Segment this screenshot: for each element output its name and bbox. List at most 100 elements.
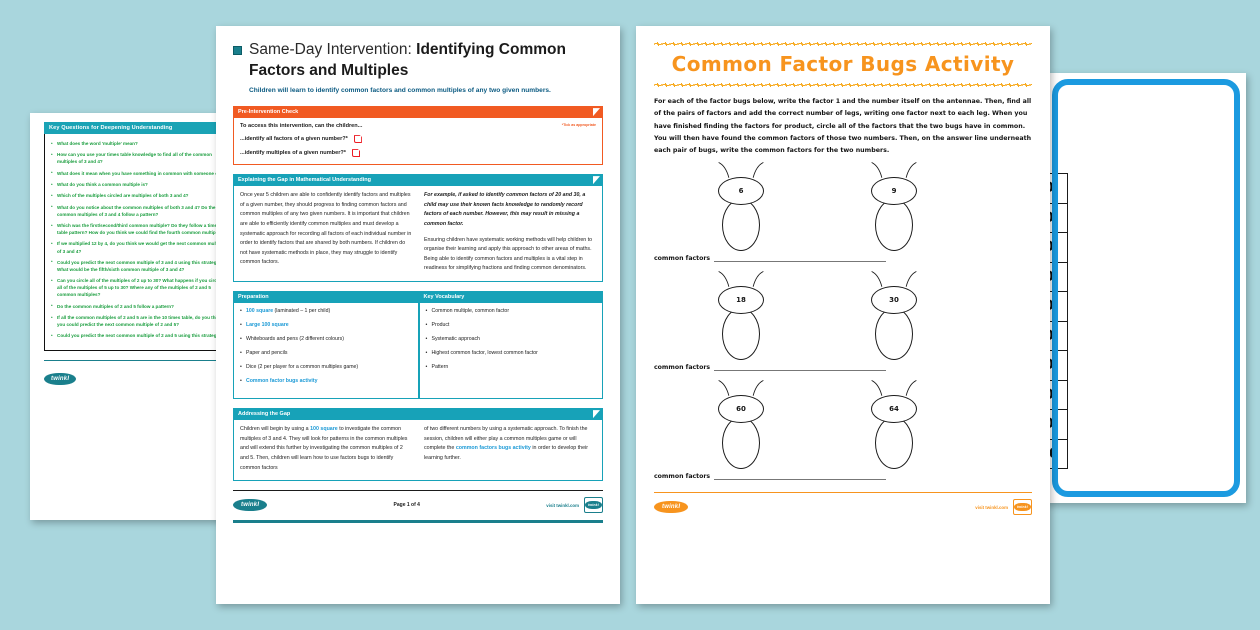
- preparation-header: Preparation: [233, 291, 418, 304]
- answer-rule[interactable]: [714, 364, 887, 372]
- key-question-item: What does the word 'multiple' mean?: [51, 139, 228, 147]
- antenna-right-icon: [901, 379, 918, 397]
- preparation-item[interactable]: Large 100 square: [240, 322, 413, 330]
- page-number: Page 1 of 4: [393, 502, 420, 509]
- explaining-gap-left-paragraph: Once year 5 children are able to confide…: [240, 192, 412, 266]
- factor-bug[interactable]: 30: [865, 270, 923, 362]
- vocabulary-header: Key Vocabulary: [418, 291, 603, 304]
- preparation-item[interactable]: 100 square (laminated – 1 per child): [240, 308, 413, 316]
- antenna-left-icon: [870, 161, 887, 179]
- twinkl-logo: twinkl: [233, 499, 268, 512]
- key-question-item: Could you predict the next common multip…: [51, 258, 228, 273]
- answer-rule[interactable]: [714, 473, 887, 481]
- bugs-footer-visit-group: visit twinkl.com twinkl: [975, 499, 1032, 516]
- factor-bug-head: 9: [871, 177, 917, 206]
- bug-pair-row: 18 30 common factors: [654, 270, 1032, 375]
- antenna-left-icon: [717, 379, 734, 397]
- factor-bug-head: 6: [718, 177, 764, 206]
- explaining-gap-header-label: Explaining the Gap in Mathematical Under…: [238, 177, 371, 184]
- explaining-gap-header: Explaining the Gap in Mathematical Under…: [233, 174, 603, 187]
- twinkl-logo: twinkl: [654, 501, 689, 514]
- factor-bug[interactable]: 18: [712, 270, 770, 362]
- tick-box-icon[interactable]: [353, 135, 362, 144]
- document-key-questions[interactable]: Key Questions for Deepening Understandin…: [30, 113, 242, 520]
- antenna-right-icon: [901, 161, 918, 179]
- visit-url[interactable]: visit twinkl.com: [546, 502, 579, 508]
- document-same-day-intervention[interactable]: Same-Day Intervention: Identifying Commo…: [216, 26, 620, 604]
- addressing-left-a: Children will begin by using a: [240, 426, 311, 433]
- key-questions-box: What does the word 'multiple' mean? How c…: [44, 134, 234, 351]
- wavy-divider-bottom: [654, 83, 1032, 87]
- factor-bug[interactable]: 6: [712, 161, 770, 253]
- factor-bug-number: 64: [889, 405, 899, 414]
- square-bullet-icon: [233, 46, 242, 55]
- preparation-item-link[interactable]: 100 square: [246, 308, 274, 315]
- addressing-gap-header: Addressing the Gap: [233, 408, 603, 421]
- footer-rule: [233, 520, 603, 524]
- explaining-gap-right-italic: For example, if asked to identify common…: [424, 192, 586, 227]
- common-factors-answer-line[interactable]: common factors: [654, 364, 1032, 372]
- factor-bug-body: [722, 199, 760, 252]
- vocabulary-item: Common multiple, common factor: [426, 308, 598, 316]
- preparation-item[interactable]: Common factor bugs activity: [240, 378, 413, 386]
- key-questions-footer: twinkl: [44, 359, 228, 385]
- antenna-right-icon: [748, 270, 765, 288]
- hundred-square-link[interactable]: 100 square: [310, 426, 338, 433]
- page-title: Same-Day Intervention: Identifying Commo…: [249, 40, 603, 81]
- pre-intervention-item[interactable]: ...identify all factors of a given numbe…: [240, 135, 596, 144]
- bugs-inner: Common Factor Bugs Activity For each of …: [636, 26, 1050, 516]
- page-fold-icon: [593, 410, 600, 418]
- page-title-block: Same-Day Intervention: Identifying Commo…: [233, 40, 603, 81]
- document-hundred-square[interactable]: 8910181920282930383940484950585960686970…: [1046, 73, 1246, 503]
- factor-bug-number: 30: [889, 296, 899, 305]
- key-question-item: Can you circle all of the multiples of 2…: [51, 277, 228, 298]
- vocabulary-item: Systematic approach: [426, 336, 598, 344]
- twinkl-badge-label: twinkl: [585, 501, 602, 510]
- factor-bug[interactable]: 64: [865, 379, 923, 471]
- preparation-item-link[interactable]: Common factor bugs activity: [246, 378, 318, 385]
- pre-intervention-panel: Pre-Intervention Check To access this in…: [233, 106, 603, 166]
- addressing-gap-columns: Children will begin by using a 100 squar…: [240, 425, 596, 473]
- addressing-gap-right-paragraph: of two different numbers by using a syst…: [424, 425, 596, 464]
- bugs-activity-instructions: For each of the factor bugs below, write…: [654, 98, 1032, 155]
- bugs-activity-title: Common Factor Bugs Activity: [671, 52, 1015, 76]
- answer-rule[interactable]: [714, 255, 887, 263]
- common-factors-answer-line[interactable]: common factors: [654, 255, 1032, 263]
- addressing-gap-col-left: Children will begin by using a 100 squar…: [240, 425, 412, 473]
- tick-box-icon[interactable]: [351, 149, 360, 158]
- explaining-gap-col-left: Once year 5 children are able to confide…: [240, 191, 412, 274]
- common-factors-bugs-link[interactable]: common factors bugs activity: [455, 445, 531, 452]
- bug-rows-container: 6 9 common factors 18 30 common factors 60 64 co…: [654, 161, 1032, 484]
- preparation-item-link[interactable]: Large 100 square: [246, 322, 289, 329]
- pre-intervention-item-label: ...identify multiples of a given number?…: [240, 150, 346, 157]
- factor-bug-head: 30: [871, 286, 917, 315]
- bug-pair-row: 6 9 common factors: [654, 161, 1032, 266]
- factor-bug-body: [875, 417, 913, 470]
- intervention-inner: Same-Day Intervention: Identifying Commo…: [216, 26, 620, 524]
- common-factors-answer-line[interactable]: common factors: [654, 473, 1032, 481]
- preparation-list: 100 square (laminated – 1 per child) Larg…: [240, 308, 413, 386]
- pre-intervention-header: Pre-Intervention Check: [233, 106, 603, 119]
- hundred-square-blue-frame: [1052, 79, 1240, 497]
- key-question-item: If we multiplied 12 by 4, do you think w…: [51, 240, 228, 254]
- page-fold-icon: [593, 108, 600, 116]
- key-question-item: What do you think a common multiple is?: [51, 180, 228, 188]
- vocabulary-list: Common multiple, common factor Product Sys…: [426, 308, 598, 372]
- antenna-left-icon: [870, 270, 887, 288]
- visit-url[interactable]: visit twinkl.com: [975, 504, 1008, 510]
- addressing-right-a: of two different numbers by using a syst…: [424, 426, 588, 452]
- document-common-factor-bugs[interactable]: Common Factor Bugs Activity For each of …: [636, 26, 1050, 604]
- addressing-gap-left-paragraph: Children will begin by using a 100 squar…: [240, 425, 412, 473]
- pre-intervention-lead-row: To access this intervention, can the chi…: [240, 123, 596, 129]
- factor-bug[interactable]: 60: [712, 379, 770, 471]
- factor-bug[interactable]: 9: [865, 161, 923, 253]
- antenna-right-icon: [748, 161, 765, 179]
- preparation-item: Whiteboards and pens (2 different colour…: [240, 336, 413, 344]
- wavy-divider-top: [654, 42, 1032, 46]
- pre-intervention-item[interactable]: ...identify multiples of a given number?…: [240, 149, 596, 158]
- common-factors-label: common factors: [654, 473, 711, 481]
- tick-as-appropriate-note: *Tick as appropriate: [561, 123, 596, 128]
- addressing-gap-header-label: Addressing the Gap: [238, 411, 291, 418]
- factor-bug-head: 60: [718, 395, 764, 424]
- factor-bug-body: [875, 199, 913, 252]
